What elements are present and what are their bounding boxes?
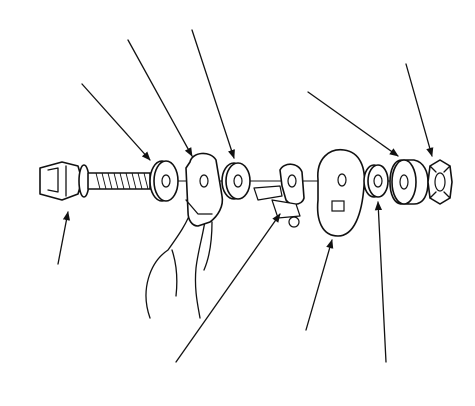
leader-bushing [307,91,399,157]
leader-flange-nut [405,63,434,157]
bushing [389,159,429,205]
flat-washer-1 [149,160,179,202]
leader-flat-washer-1 [81,83,151,161]
adjusting-cam-plate [316,149,366,237]
bracket [185,152,224,227]
bolt-thread [95,172,149,190]
leader-flange-bolt [57,211,71,265]
flange-bolt [39,161,151,201]
flat-washer-2 [221,162,251,200]
leader-flat-washer-2 [191,29,235,159]
leader-lines [57,29,434,363]
flange-nut [427,159,453,205]
leader-adjusting-cam-plate [305,239,334,331]
leader-flat-washer-3 [374,201,387,363]
cam-plate-slot [331,200,345,212]
leader-clip-bracket [175,213,281,363]
clip-bracket [253,163,305,228]
flat-washer-3 [363,164,389,198]
leader-bracket [127,39,193,157]
